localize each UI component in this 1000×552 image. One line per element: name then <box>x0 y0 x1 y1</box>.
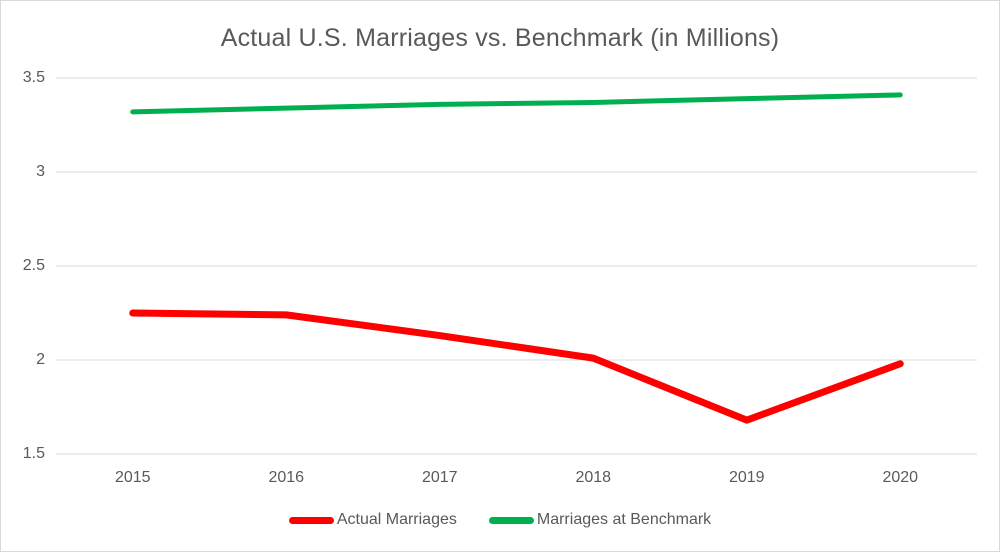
legend-item-actual-marriages: Actual Marriages <box>288 511 457 529</box>
legend-item-marriages-at-benchmark: Marriages at Benchmark <box>488 511 712 529</box>
chart-title: Actual U.S. Marriages vs. Benchmark (in … <box>220 24 780 52</box>
series-line-marriages-at-benchmark <box>130 92 903 115</box>
series-line-actual-marriages <box>129 309 904 424</box>
x-axis-tick-label: 2019 <box>728 469 765 486</box>
legend-label-actual-marriages: Actual Marriages <box>336 511 457 528</box>
y-axis-tick-label: 1.5 <box>22 445 45 462</box>
x-axis-tick-label: 2017 <box>421 469 458 486</box>
x-axis-tick-label: 2016 <box>268 469 305 486</box>
y-axis: 3.5 3 2.5 2 1.5 <box>1 1 47 551</box>
x-axis-tick-label: 2015 <box>114 469 151 486</box>
y-axis-tick-label: 2 <box>36 351 45 368</box>
legend-green-line-swatch-icon <box>488 516 534 524</box>
legend-label-marriages-at-benchmark: Marriages at Benchmark <box>536 511 712 528</box>
y-axis-tick-label: 3 <box>36 163 45 180</box>
legend-red-line-swatch-icon <box>288 516 334 524</box>
x-axis-tick-label: 2018 <box>575 469 612 486</box>
y-axis-tick-label: 2.5 <box>22 257 45 274</box>
y-axis-tick-label: 3.5 <box>22 69 45 86</box>
x-axis: 2015 2016 2017 2018 2019 2020 <box>1 468 999 488</box>
legend: Actual Marriages Marriages at Benchmark <box>1 510 999 530</box>
x-axis-tick-label: 2020 <box>882 469 919 486</box>
